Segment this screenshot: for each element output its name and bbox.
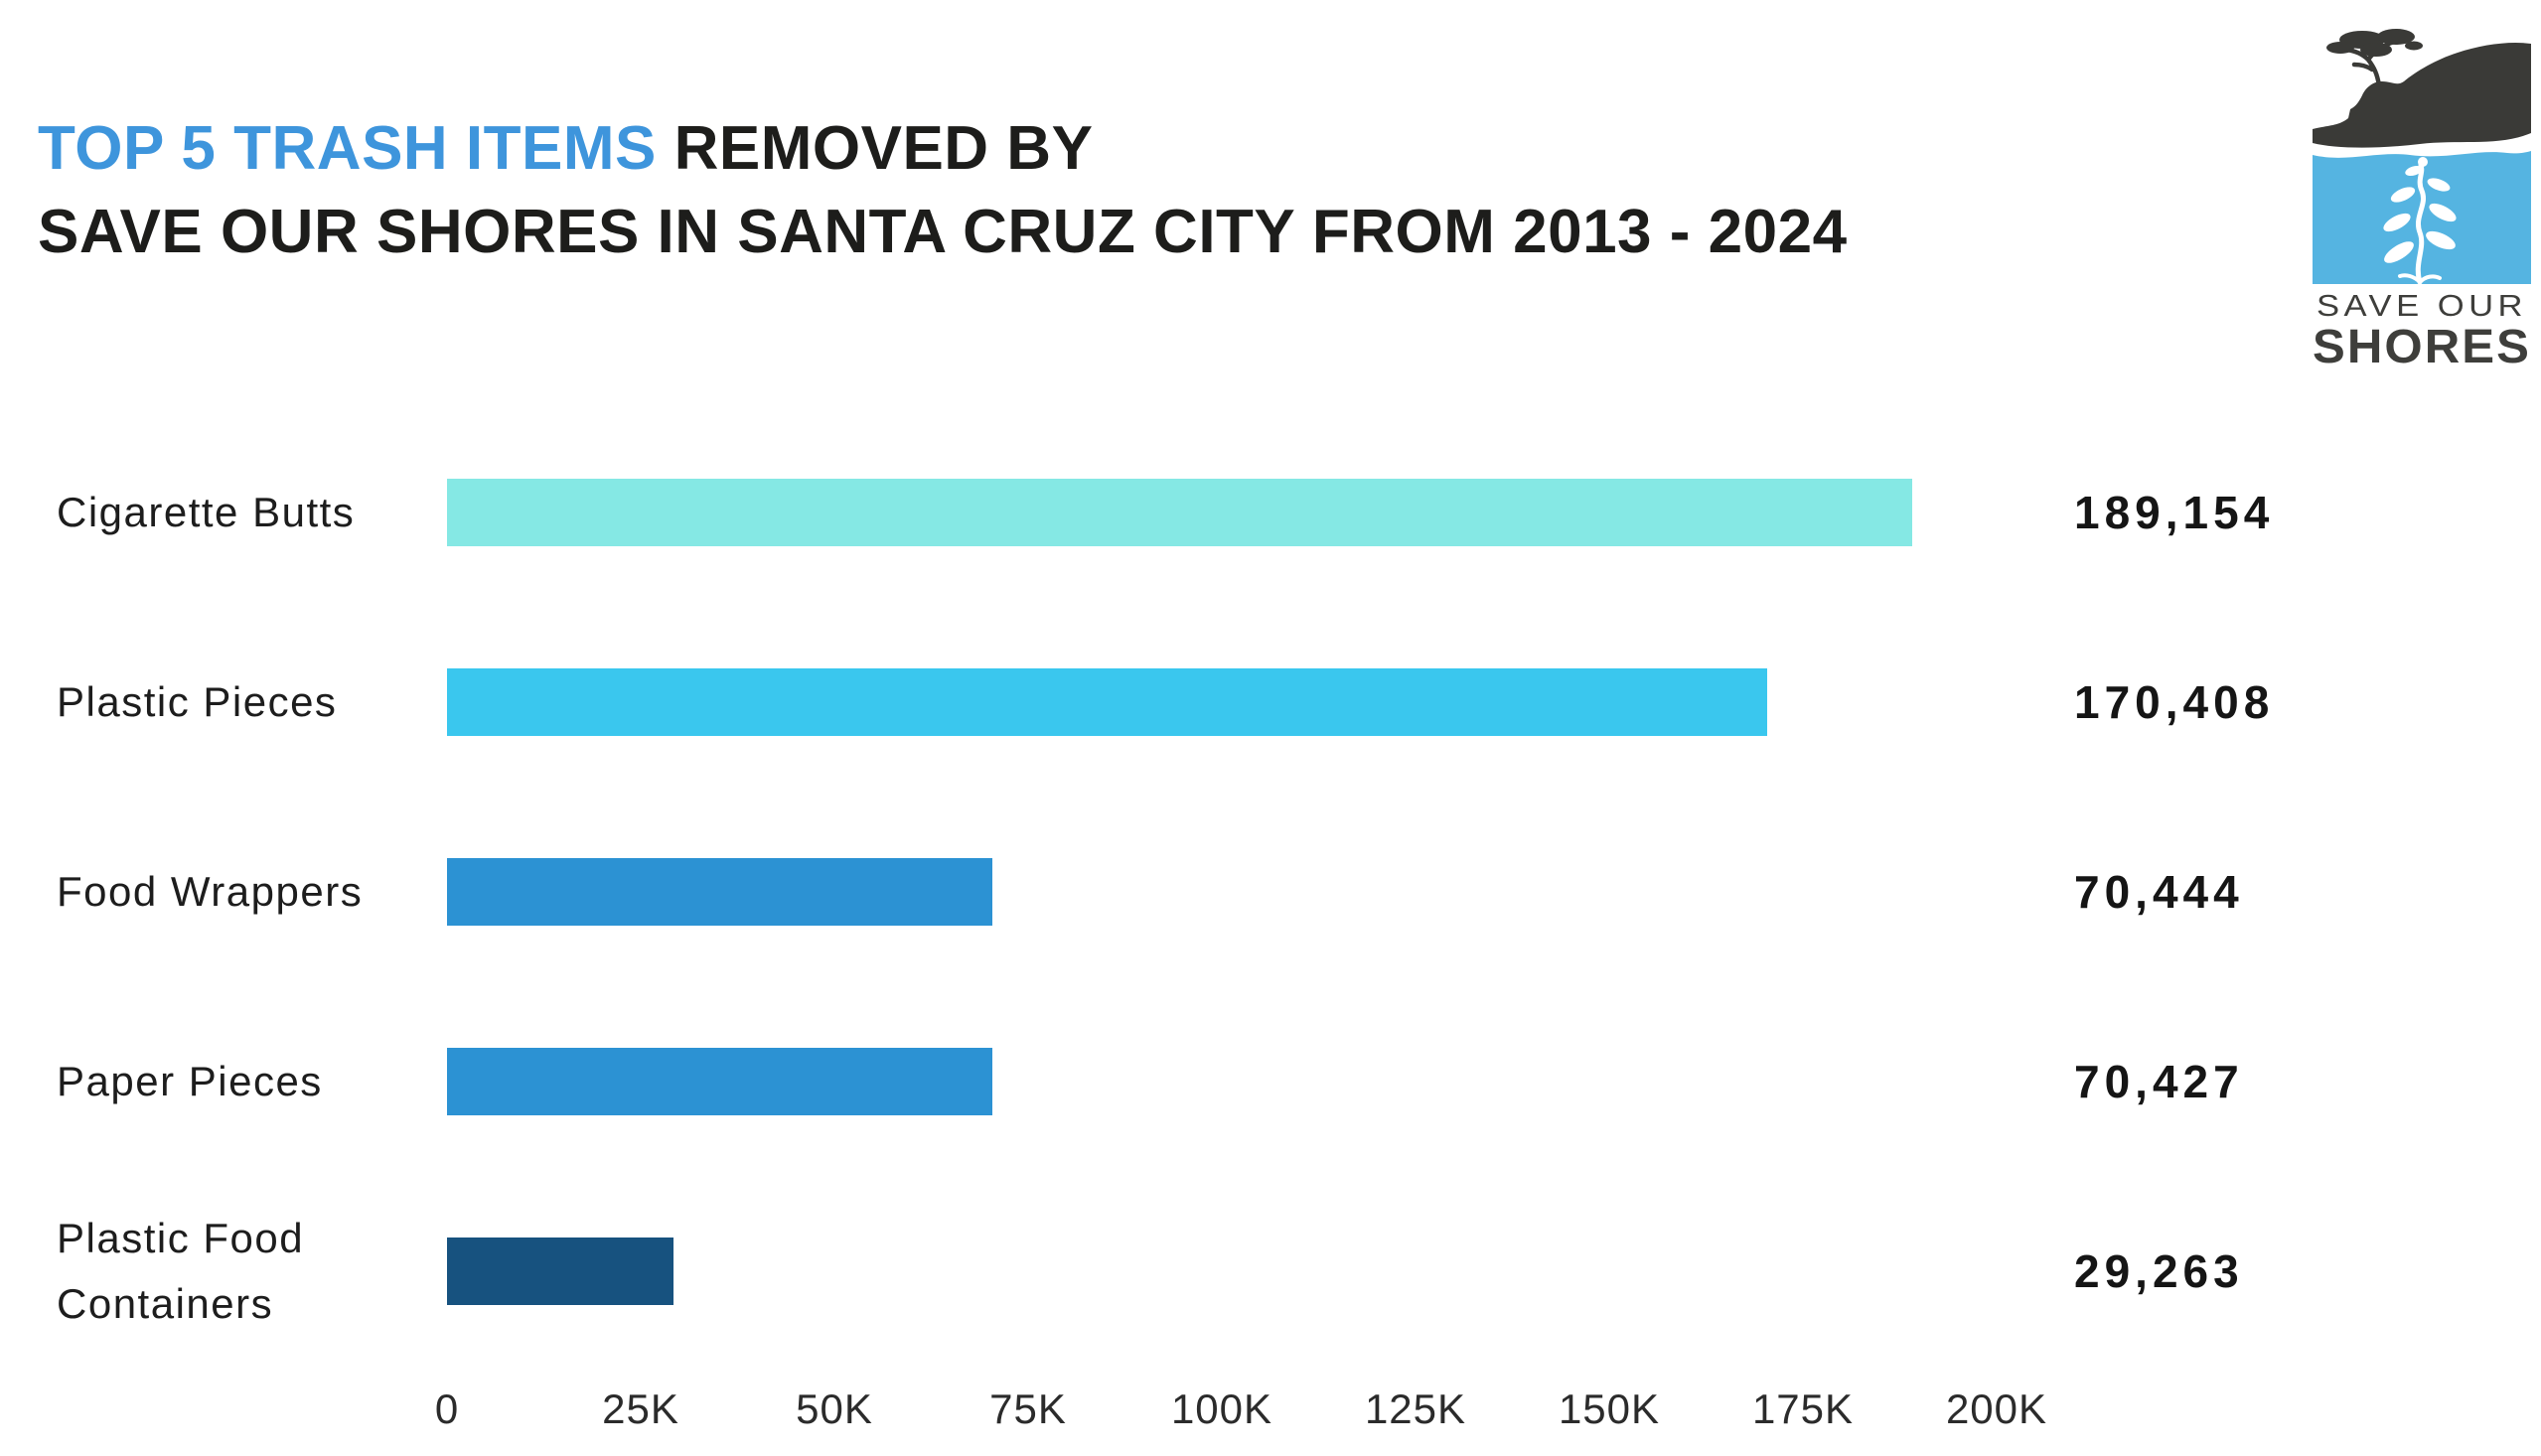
bar-row: Cigarette Butts 189,154 [57,417,2274,607]
x-tick: 100K [1170,1385,1273,1432]
sos-logo: SAVE OUR SHORES [2303,26,2541,375]
bar-value: 170,408 [2074,675,2275,728]
bar-track [447,607,1997,797]
bar [447,857,993,926]
page-title: TOP 5 TRASH ITEMS REMOVED BY SAVE OUR SH… [38,107,1848,274]
bar-value: 70,444 [2074,865,2244,918]
logo-water-graphic [2313,151,2531,285]
page-title-line1: TOP 5 TRASH ITEMS REMOVED BY [38,107,1848,191]
bar-row: Plastic Pieces 170,408 [57,607,2274,797]
bar-row: Plastic Food Containers 29,263 [57,1176,2274,1366]
bar-track [447,986,1997,1176]
bar-label: Plastic Food Containers [57,1215,305,1327]
bar-track [447,1176,1997,1366]
bar-value: 70,427 [2074,1055,2244,1107]
x-tick: 75K [989,1385,1067,1432]
sos-logo-graphic: SAVE OUR SHORES [2313,29,2531,373]
bar-row: Food Wrappers 70,444 [57,797,2274,986]
cypress-tree-icon [2326,29,2423,88]
x-tick: 0 [434,1385,460,1432]
bar-label: Food Wrappers [57,867,364,915]
bar-row: Paper Pieces 70,427 [57,986,2274,1176]
bar-track [447,417,1997,607]
logo-cliff-graphic [2313,29,2531,148]
bar-track [447,797,1997,986]
bar [447,1047,993,1115]
x-tick: 25K [602,1385,679,1432]
bar-value: 29,263 [2074,1244,2244,1297]
bar-label: Cigarette Butts [57,488,356,535]
x-tick: 150K [1558,1385,1661,1432]
x-tick: 50K [796,1385,873,1432]
bar [447,478,1913,546]
logo-wordmark-line2: SHORES [2313,321,2531,373]
page-title-highlight: TOP 5 TRASH ITEMS [38,114,657,183]
kelp-icon [2383,157,2457,285]
bar-label: Plastic Pieces [57,677,338,725]
x-axis: 0 25K 50K 75K 100K 125K 150K 175K 200K [435,1370,2046,1439]
page-title-line1-rest: REMOVED BY [656,114,1094,183]
bar-value: 189,154 [2074,486,2275,538]
bar [447,667,1768,736]
x-tick: 125K [1364,1385,1467,1432]
logo-wordmark-line1: SAVE OUR [2317,288,2527,323]
bar [447,1237,674,1305]
bar-label: Paper Pieces [57,1057,323,1104]
x-tick: 200K [1945,1385,2048,1432]
x-tick: 175K [1751,1385,1855,1432]
page-title-line2: SAVE OUR SHORES IN SANTA CRUZ CITY FROM … [38,198,1848,266]
bar-chart: Cigarette Butts 189,154 Plastic Pieces 1… [57,417,2274,1439]
